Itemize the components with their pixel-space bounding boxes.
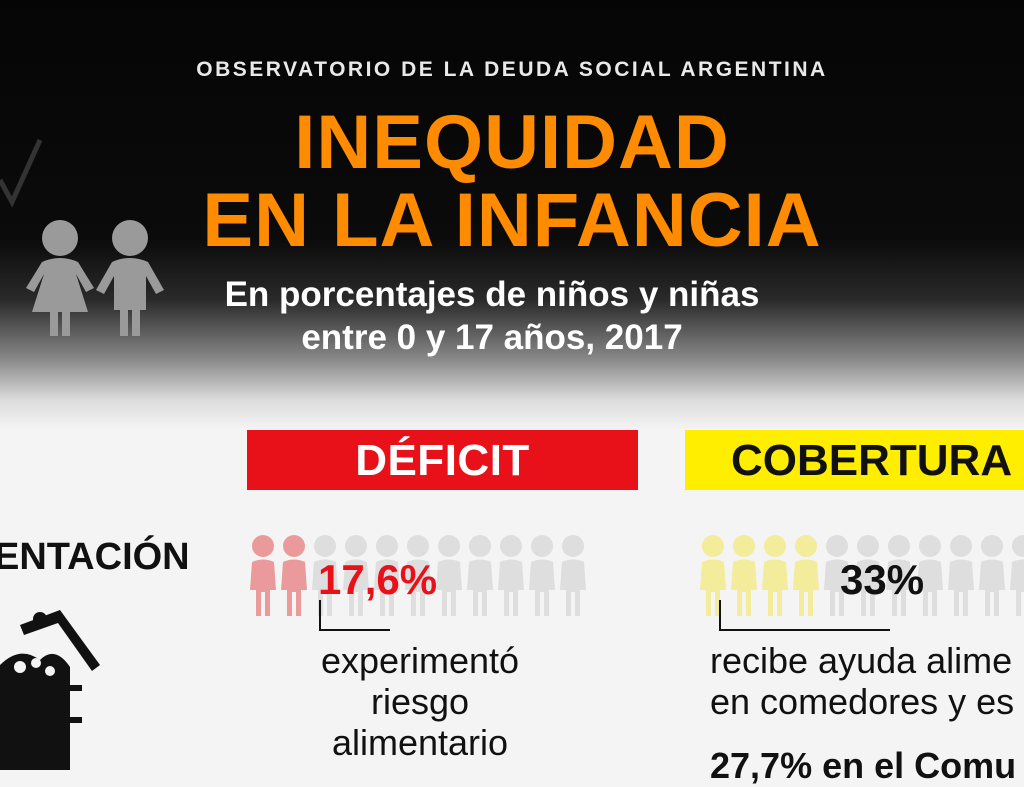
child-figure-icon <box>374 535 400 616</box>
child-figure-icon <box>731 535 757 616</box>
child-figure-icon <box>979 535 1005 616</box>
child-figure-icon <box>498 535 524 616</box>
child-figure-icon <box>343 535 369 616</box>
cobertura-desc-line2: en comedores y es <box>710 681 1015 722</box>
child-figure-icon <box>824 535 850 616</box>
cobertura-figures-row <box>700 535 1024 616</box>
section-label: ENTACIÓN <box>0 536 190 578</box>
child-figure-icon <box>250 535 276 616</box>
cobertura-percentage: 33% <box>840 556 925 603</box>
child-figure-icon <box>1010 535 1024 616</box>
deficit-desc-line2: riesgo <box>370 681 470 722</box>
deficit-desc-line1: experimentó <box>320 640 520 681</box>
child-figure-icon <box>281 535 307 616</box>
cobertura-desc-line1: recibe ayuda alime <box>710 640 1013 681</box>
child-figure-icon <box>529 535 555 616</box>
children-icon <box>26 220 164 336</box>
check-mark-icon <box>0 138 43 208</box>
deficit-banner: DÉFICIT <box>247 430 638 490</box>
deficit-desc-line3: alimentario <box>331 722 509 763</box>
organization-name: OBSERVATORIO DE LA DEUDA SOCIAL ARGENTIN… <box>196 58 828 81</box>
subtitle-line2: entre 0 y 17 años, 2017 <box>301 318 683 357</box>
page-title-line1: INEQUIDAD <box>294 100 730 185</box>
child-figure-icon <box>886 535 912 616</box>
cobertura-description: recibe ayuda alime en comedores y es <box>710 640 1014 722</box>
cobertura-banner: COBERTURA <box>685 430 1024 490</box>
child-figure-icon <box>948 535 974 616</box>
cobertura-leader-line <box>719 600 890 631</box>
deficit-figures-row <box>250 535 586 616</box>
cobertura-extra-stat: 27,7% en el Comu <box>710 745 1017 786</box>
deficit-leader-line <box>319 600 390 631</box>
child-figure-icon <box>762 535 788 616</box>
deficit-percentage: 17,6% <box>318 556 438 603</box>
subtitle-line1: En porcentajes de niños y niñas <box>224 275 760 314</box>
child-figure-icon <box>560 535 586 616</box>
child-figure-icon <box>793 535 819 616</box>
child-figure-icon <box>467 535 493 616</box>
deficit-description: experimentó riesgo alimentario <box>290 640 550 763</box>
page-title-line2: EN LA INFANCIA <box>202 178 822 263</box>
header-background <box>0 0 1024 430</box>
child-figure-icon <box>917 535 943 616</box>
child-figure-icon <box>436 535 462 616</box>
child-figure-icon <box>855 535 881 616</box>
cooking-pot-icon <box>0 610 100 770</box>
child-figure-icon <box>405 535 431 616</box>
child-figure-icon <box>312 535 338 616</box>
